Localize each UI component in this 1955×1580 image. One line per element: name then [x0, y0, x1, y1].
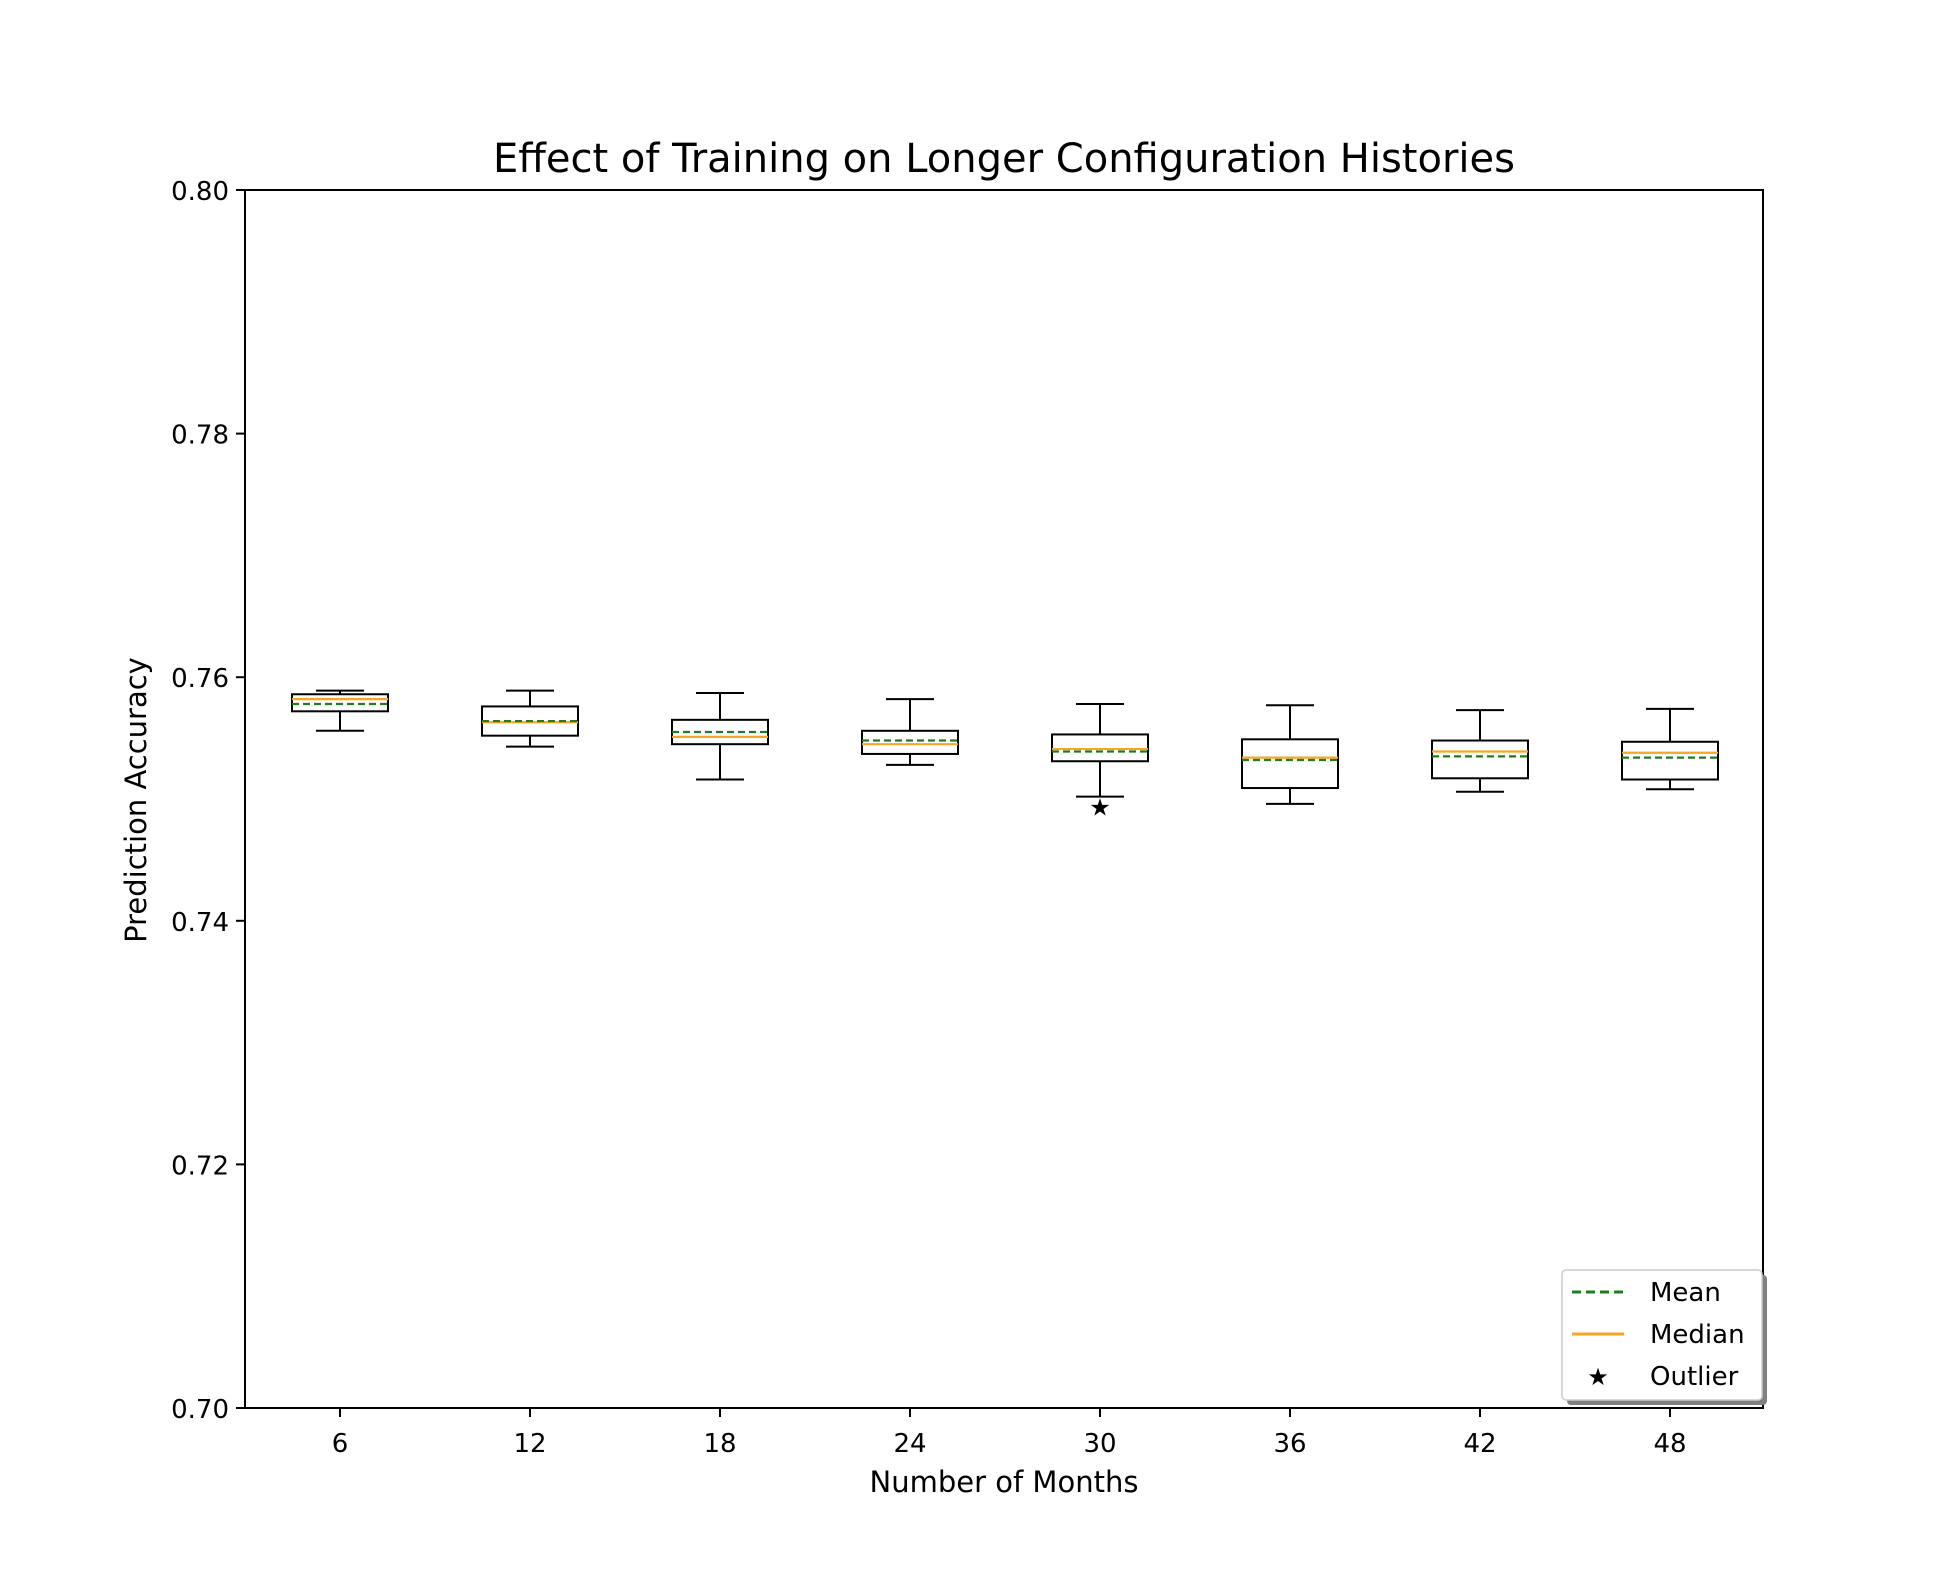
- x-axis-label: Number of Months: [870, 1465, 1139, 1499]
- y-tick-label: 0.74: [171, 908, 229, 938]
- y-tick-label: 0.78: [171, 421, 229, 451]
- x-tick-label: 30: [1083, 1429, 1116, 1459]
- plot-area: 0.70 0.72 0.74 0.76 0.78 0.80 6 12 18 24 30 36 42 48 ★: [171, 177, 1764, 1459]
- legend: Mean Median ★ Outlier: [1561, 1269, 1767, 1405]
- box-24: [861, 698, 959, 766]
- legend-label-median: Median: [1650, 1320, 1745, 1350]
- y-axis-label: Prediction Accuracy: [119, 657, 153, 943]
- box-48: [1621, 707, 1719, 791]
- outlier-marker: ★: [1089, 793, 1111, 821]
- axes-frame: [244, 189, 1764, 1409]
- y-tick-label: 0.70: [171, 1395, 229, 1425]
- x-tick-label: 42: [1463, 1429, 1496, 1459]
- chart-title: Effect of Training on Longer Configurati…: [493, 136, 1515, 182]
- box-body: [291, 693, 389, 713]
- box-6: [291, 689, 389, 732]
- y-tick-label: 0.72: [171, 1151, 229, 1181]
- box-body: [1431, 739, 1529, 780]
- x-tick-label: 36: [1273, 1429, 1306, 1459]
- box-30: ★: [1051, 702, 1149, 821]
- box-body: [1241, 738, 1339, 790]
- x-tick-label: 12: [513, 1429, 546, 1459]
- legend-swatch-outlier: ★: [1587, 1363, 1609, 1391]
- box-18: [671, 692, 769, 781]
- box-body: [1051, 733, 1149, 763]
- legend-label-outlier: Outlier: [1650, 1362, 1739, 1392]
- y-tick-label: 0.76: [171, 664, 229, 694]
- legend-box: [1561, 1269, 1763, 1401]
- x-tick-label: 24: [893, 1429, 926, 1459]
- x-tick-label: 18: [703, 1429, 736, 1459]
- legend-label-mean: Mean: [1650, 1278, 1721, 1308]
- box-body: [861, 729, 959, 755]
- box-36: [1241, 704, 1339, 805]
- x-tick-label: 6: [332, 1429, 349, 1459]
- y-tick-label: 0.80: [171, 177, 229, 207]
- x-tick-label: 48: [1653, 1429, 1686, 1459]
- box-12: [481, 689, 579, 748]
- box-42: [1431, 709, 1529, 793]
- box-body: [1621, 740, 1719, 781]
